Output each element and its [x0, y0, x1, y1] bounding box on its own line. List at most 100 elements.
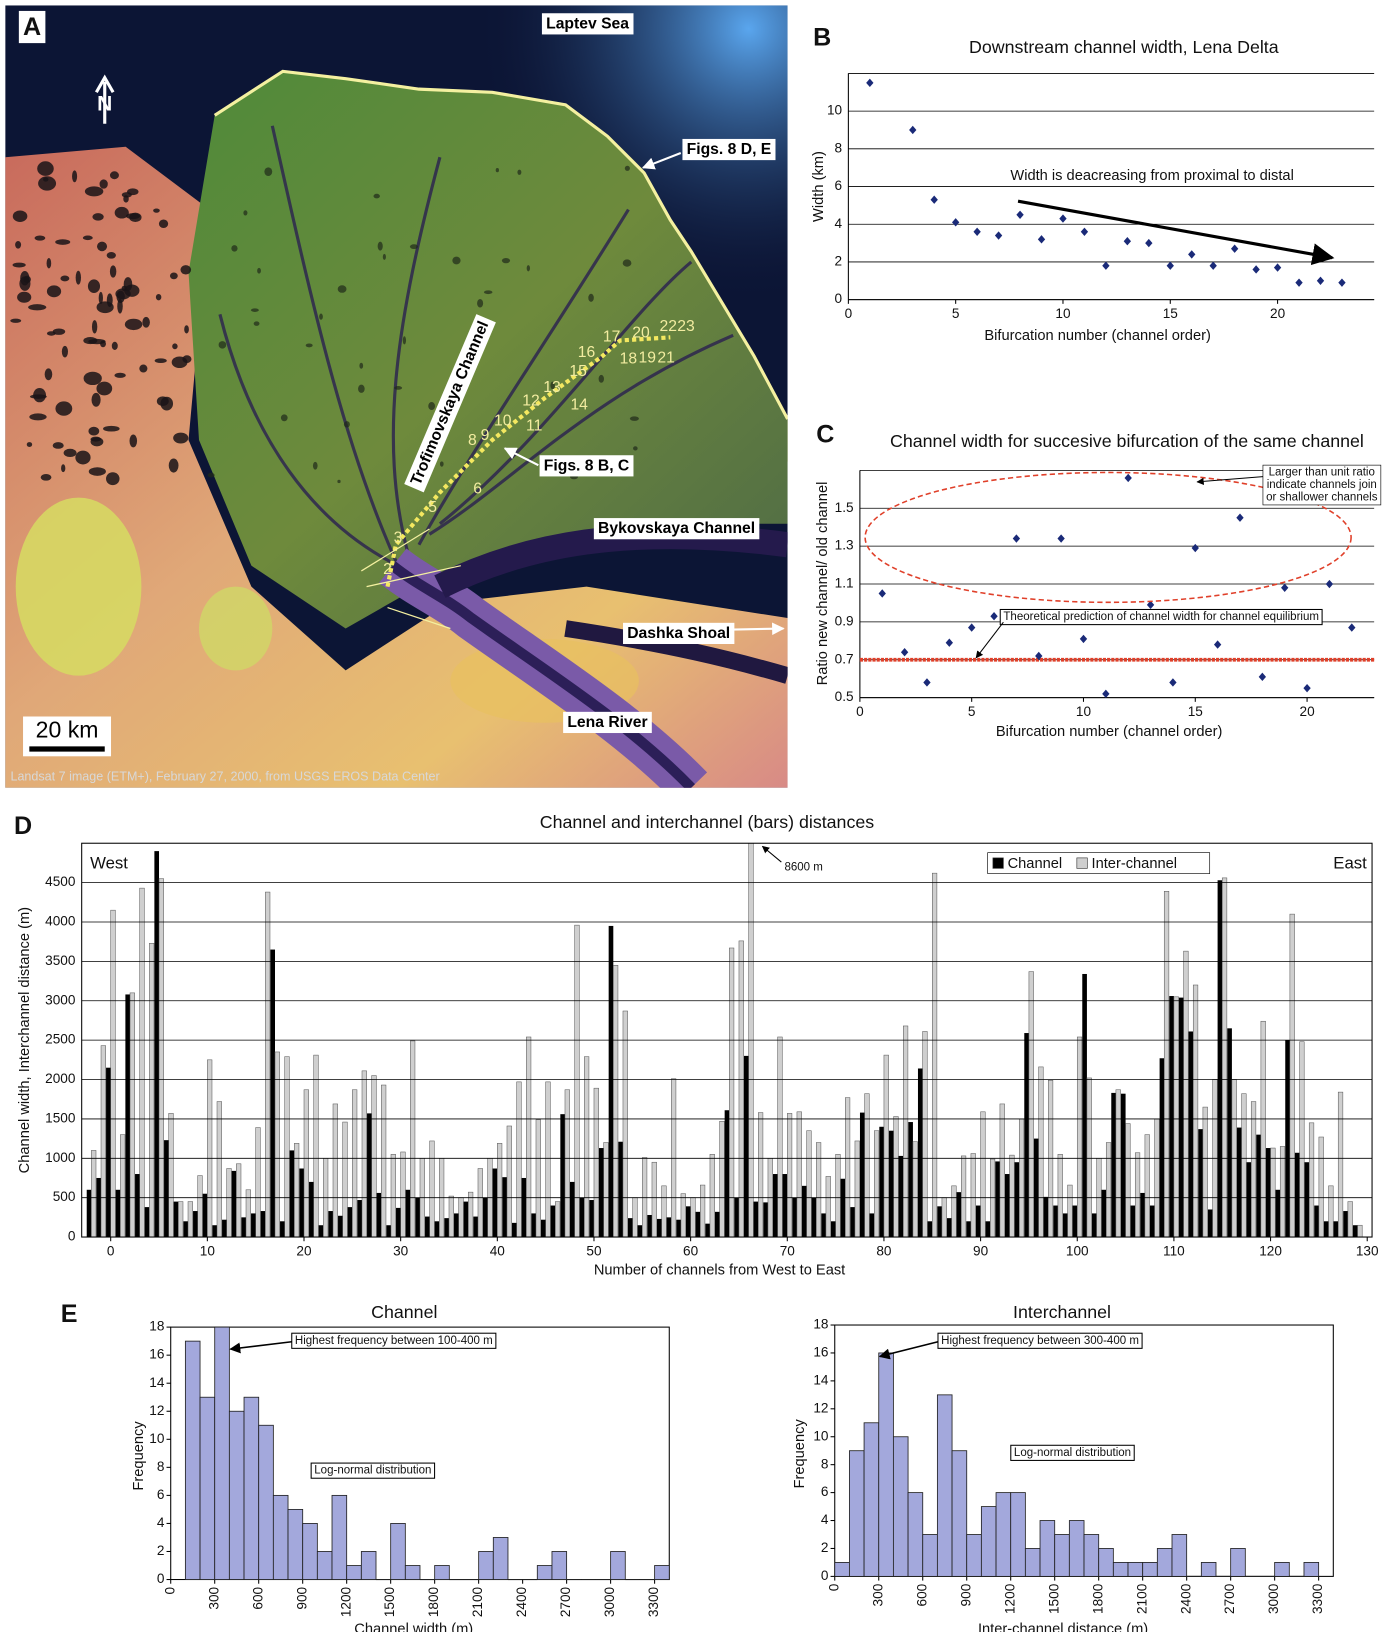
bar	[184, 1340, 201, 1580]
bar	[139, 887, 145, 1238]
bar	[280, 1221, 285, 1238]
lake	[63, 448, 77, 458]
point	[990, 612, 998, 621]
lake	[92, 213, 104, 221]
bar	[893, 1116, 899, 1238]
bar	[908, 1122, 913, 1238]
bar	[622, 1010, 628, 1238]
bar	[1091, 1213, 1097, 1238]
x-tick-label: 2400	[1178, 1583, 1193, 1614]
lake	[52, 328, 66, 335]
lake	[343, 421, 350, 428]
bar	[1112, 1562, 1129, 1577]
bar	[593, 1087, 599, 1238]
bar	[258, 1424, 274, 1580]
bar	[946, 1218, 952, 1238]
chart-title: Channel	[371, 1302, 437, 1322]
bar	[878, 1352, 894, 1577]
point	[945, 638, 953, 647]
bar	[724, 1110, 730, 1238]
bar	[907, 1492, 924, 1577]
chart-title: Channel width for succesive bifurcation …	[890, 431, 1364, 451]
bar	[1140, 1192, 1145, 1238]
bar	[1054, 1534, 1070, 1577]
bar	[892, 1436, 909, 1577]
x-tick-label: 60	[683, 1243, 699, 1258]
bar	[848, 1450, 865, 1577]
y-tick-label: 16	[149, 1347, 164, 1362]
x-tick-label: 3000	[1266, 1583, 1281, 1614]
label-box	[623, 622, 735, 645]
bar	[654, 1565, 670, 1580]
bar	[850, 1207, 855, 1238]
y-tick-label: 6	[157, 1487, 165, 1502]
bar	[120, 1134, 126, 1238]
annotation: Log-normal distribution	[1014, 1447, 1131, 1459]
bar	[1347, 1201, 1353, 1238]
channel-number: 8	[468, 432, 477, 449]
bar	[226, 1168, 232, 1238]
bar	[1260, 1020, 1266, 1238]
x-tick-label: 0	[826, 1583, 841, 1591]
label-box	[1010, 1444, 1135, 1461]
label-box	[541, 13, 634, 35]
lake	[46, 285, 62, 298]
bar	[386, 1225, 391, 1238]
bar	[110, 909, 116, 1238]
x-tick-label: 5	[952, 306, 960, 321]
bar	[1285, 1040, 1290, 1238]
x-axis-label: Number of channels from West to East	[594, 1262, 845, 1278]
point	[1252, 265, 1260, 274]
bar	[299, 1168, 305, 1238]
lake	[123, 277, 133, 292]
bar	[627, 1218, 633, 1238]
bar	[497, 1143, 503, 1238]
y-tick-label: 500	[53, 1189, 76, 1204]
lake	[43, 177, 49, 182]
bar	[1068, 1520, 1085, 1577]
lake	[114, 372, 126, 378]
point	[1166, 261, 1174, 270]
point	[1213, 640, 1222, 649]
bar	[830, 1221, 836, 1238]
bar	[985, 1221, 991, 1238]
bar	[1072, 1205, 1078, 1238]
lake	[168, 458, 179, 473]
x-tick-label: 2100	[470, 1586, 485, 1617]
bar	[1270, 1147, 1276, 1238]
bar	[574, 924, 580, 1238]
x-tick-label: 120	[1259, 1243, 1282, 1258]
bar	[251, 1213, 256, 1238]
point	[1102, 261, 1110, 270]
bar	[1156, 1548, 1173, 1577]
lake	[28, 304, 47, 311]
bar	[753, 1201, 759, 1238]
channel-number: 21	[657, 349, 674, 366]
x-tick-label: 20	[1300, 704, 1316, 719]
point	[1191, 543, 1199, 553]
bar	[260, 1211, 266, 1238]
bar	[898, 1155, 904, 1238]
bar	[478, 1551, 494, 1580]
y-axis-label: Frequency	[792, 1419, 808, 1489]
bar	[302, 1523, 318, 1580]
lake	[142, 316, 150, 328]
lake	[15, 240, 22, 249]
channel-number: 16	[578, 344, 596, 361]
y-tick-label: 3000	[45, 992, 76, 1007]
lake	[182, 355, 192, 363]
bar	[1076, 1036, 1083, 1238]
x-tick-label: 1800	[1090, 1583, 1105, 1614]
bar	[125, 994, 131, 1238]
lake	[409, 244, 419, 250]
label-box	[682, 138, 776, 161]
bar	[404, 1565, 421, 1580]
annotation: Highest frequency between 300-400 m	[941, 1335, 1139, 1347]
chart-title: Channel and interchannel (bars) distance…	[540, 812, 874, 832]
bar	[228, 1410, 245, 1580]
point	[968, 623, 976, 632]
y-tick-label: 1.3	[835, 538, 854, 553]
bar	[1142, 1562, 1158, 1577]
bar	[361, 1070, 367, 1238]
